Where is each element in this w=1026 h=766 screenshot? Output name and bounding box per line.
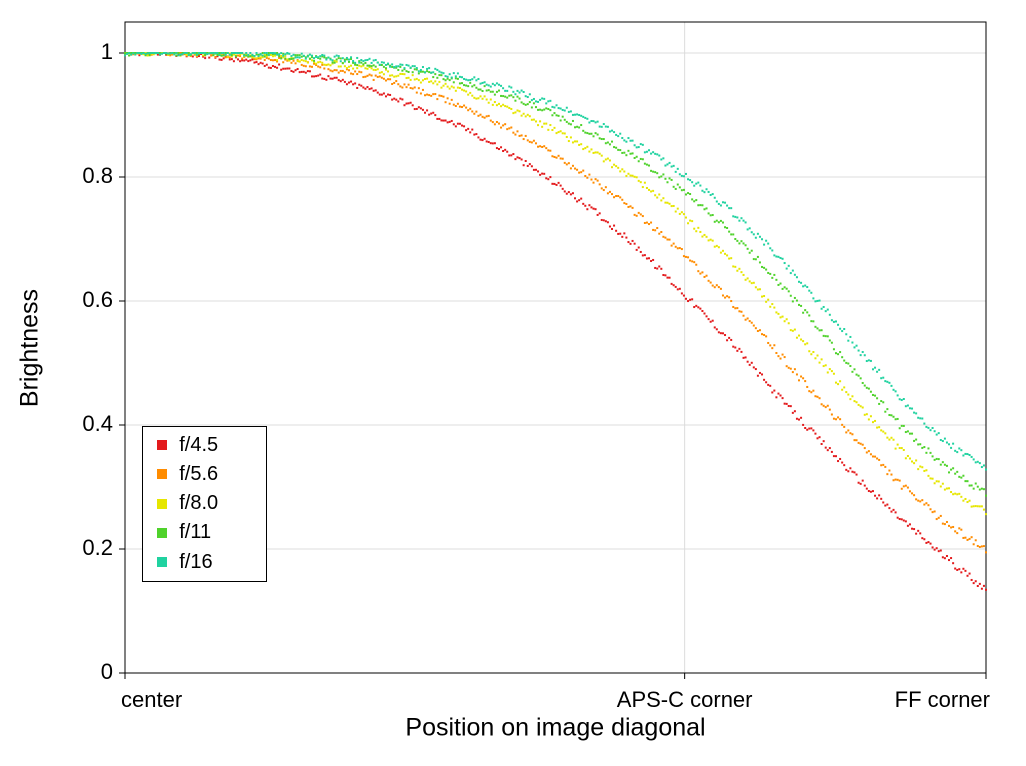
vignetting-chart: center APS-C corner FF corner 0 0.2 0.4 0.6 0.8… xyxy=(0,0,1026,766)
ytick-label: 0.4 xyxy=(82,411,113,436)
legend-label: f/11 xyxy=(179,521,211,544)
legend-item: f/11 xyxy=(143,519,266,547)
legend-swatch xyxy=(157,469,167,479)
legend-item: f/5.6 xyxy=(143,460,266,488)
chart-container: center APS-C corner FF corner 0 0.2 0.4 0.6 0.8… xyxy=(0,0,1026,766)
legend-swatch xyxy=(157,440,167,450)
xtick-label: FF corner xyxy=(895,687,990,712)
legend-swatch xyxy=(157,528,167,538)
ytick-label: 0.6 xyxy=(82,287,113,312)
ytick-label: 0.2 xyxy=(82,535,113,560)
legend-swatch xyxy=(157,557,167,567)
y-axis-label: Brightness xyxy=(16,288,45,406)
legend-label: f/8.0 xyxy=(179,492,218,515)
xtick-label: center xyxy=(121,687,182,712)
ytick-label: 0 xyxy=(101,659,113,684)
ytick-label: 1 xyxy=(101,39,113,64)
legend-item: f/16 xyxy=(143,548,266,576)
legend-label: f/16 xyxy=(179,551,212,574)
xtick-label: APS-C corner xyxy=(617,687,753,712)
legend-label: f/4.5 xyxy=(179,434,218,457)
legend-item: f/4.5 xyxy=(143,431,266,459)
series-f-16 xyxy=(124,52,987,471)
legend: f/4.5 f/5.6 f/8.0 f/11 f/16 xyxy=(142,426,267,582)
legend-item: f/8.0 xyxy=(143,490,266,518)
legend-swatch xyxy=(157,499,167,509)
legend-label: f/5.6 xyxy=(179,463,218,486)
x-axis-label: Position on image diagonal xyxy=(405,714,705,743)
ytick-label: 0.8 xyxy=(82,163,113,188)
